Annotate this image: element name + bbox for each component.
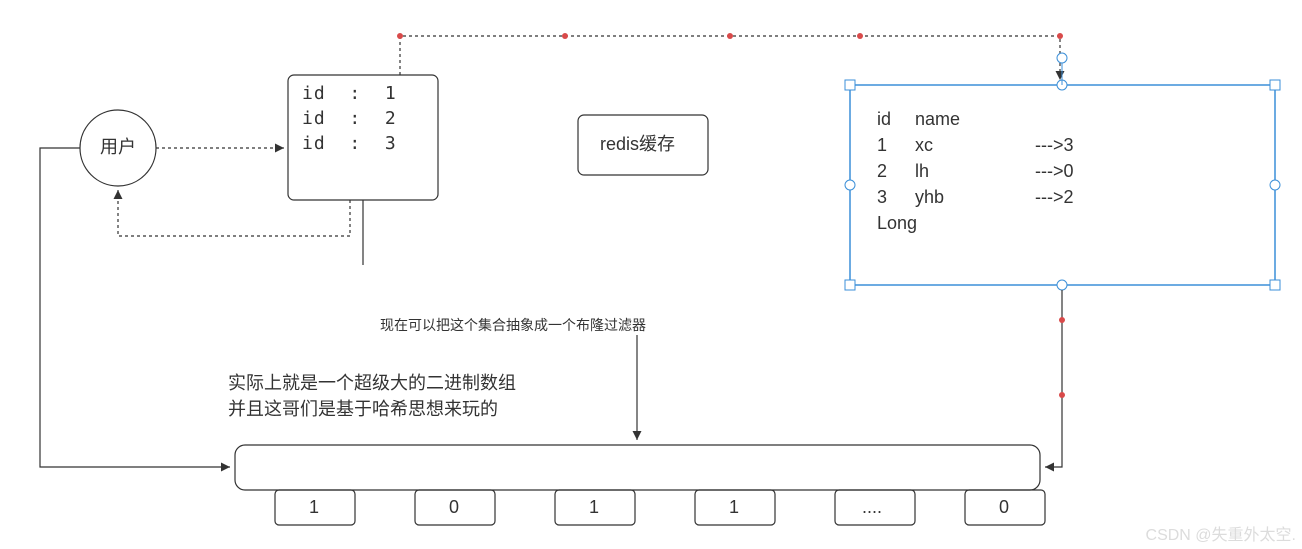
table-row-c1: 2 <box>877 160 887 183</box>
edge-user-to-filter <box>40 148 230 467</box>
table-box[interactable] <box>850 85 1275 285</box>
table-footer: Long <box>877 212 917 235</box>
table-row-c2: yhb <box>915 186 944 209</box>
note-big-line1: 实际上就是一个超级大的二进制数组 <box>228 372 516 395</box>
user-label: 用户 <box>100 136 136 159</box>
table-row-c1: 3 <box>877 186 887 209</box>
table-row-c2: xc <box>915 134 933 157</box>
note-big-line2: 并且这哥们是基于哈希思想来玩的 <box>228 398 498 421</box>
bit-value: 0 <box>999 496 1009 519</box>
table-header-c2: name <box>915 108 960 131</box>
diagram-canvas <box>0 0 1302 549</box>
edge-table-to-filter <box>1045 290 1062 467</box>
idbox-line: id : 3 <box>302 132 397 155</box>
table-row-arrow: --->2 <box>1035 186 1074 209</box>
idbox-line: id : 2 <box>302 107 397 130</box>
filter-box <box>235 445 1040 490</box>
edge-idbox-to-table <box>400 36 1060 80</box>
table-header-c1: id <box>877 108 891 131</box>
table-row-arrow: --->3 <box>1035 134 1074 157</box>
bit-value: 1 <box>729 496 739 519</box>
idbox-line: id : 1 <box>302 82 397 105</box>
bit-value: 0 <box>449 496 459 519</box>
edge-idbox-to-user <box>118 190 350 236</box>
table-row-arrow: --->0 <box>1035 160 1074 183</box>
note-small: 现在可以把这个集合抽象成一个布隆过滤器 <box>380 316 646 334</box>
bit-value: .... <box>862 496 882 519</box>
bit-value: 1 <box>309 496 319 519</box>
table-row-c2: lh <box>915 160 929 183</box>
watermark: CSDN @失重外太空. <box>1146 521 1296 545</box>
redis-label: redis缓存 <box>600 133 675 156</box>
bit-value: 1 <box>589 496 599 519</box>
table-row-c1: 1 <box>877 134 887 157</box>
